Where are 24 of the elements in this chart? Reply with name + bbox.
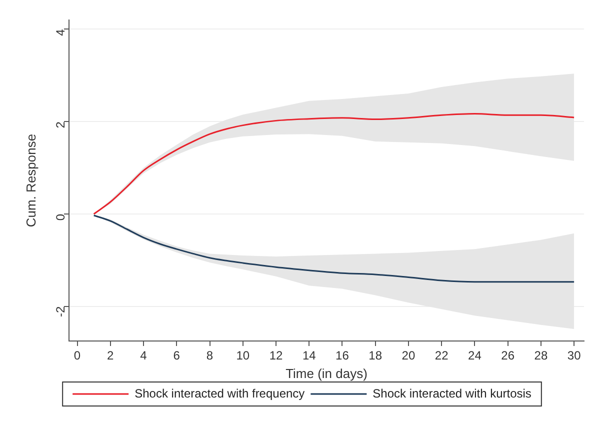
x-tick-label: 16	[336, 348, 350, 363]
y-tick-label: 4	[53, 28, 68, 36]
x-tick-label: 8	[206, 348, 214, 363]
x-tick-label: 24	[468, 348, 482, 363]
x-tick-label: 14	[302, 348, 316, 363]
x-tick-label: 12	[269, 348, 283, 363]
x-tick-label: 0	[74, 348, 81, 363]
x-tick-label: 28	[534, 348, 548, 363]
legend-label: Shock interacted with frequency	[134, 386, 305, 400]
x-tick-label: 2	[107, 348, 114, 363]
legend-label: Shock interacted with kurtosis	[372, 386, 532, 400]
x-tick-label: 20	[402, 348, 416, 363]
x-tick-label: 18	[368, 348, 382, 363]
x-tick-label: 30	[567, 348, 582, 363]
x-tick-label: 6	[173, 348, 180, 363]
y-axis-title: Cum. Response	[23, 134, 38, 228]
x-tick-label: 22	[434, 348, 449, 363]
x-tick-label: 10	[236, 348, 250, 363]
x-axis-title: Time (in days)	[286, 366, 368, 381]
x-tick-label: 4	[140, 348, 148, 363]
y-tick-label: -2	[53, 306, 68, 318]
x-tick-label: 26	[501, 348, 515, 363]
y-tick-label: 0	[53, 214, 68, 221]
y-tick-label: 2	[53, 121, 68, 128]
